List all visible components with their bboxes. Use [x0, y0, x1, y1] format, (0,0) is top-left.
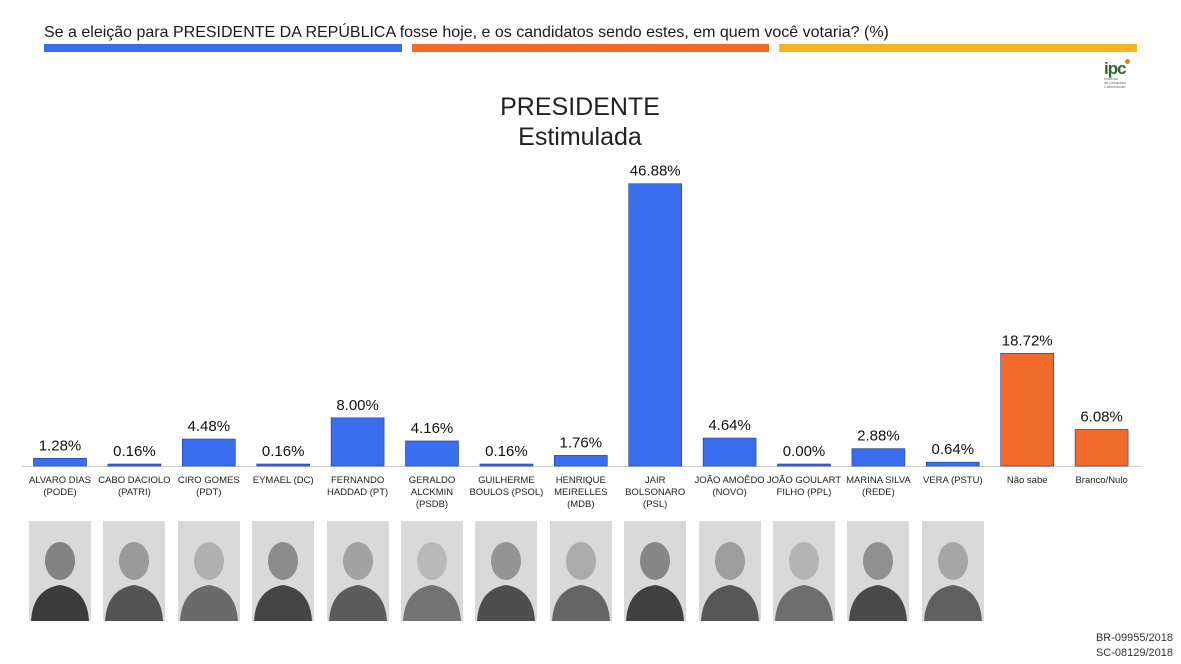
bar [33, 457, 87, 467]
data-label: 0.16% [485, 443, 528, 460]
stripe-blue [44, 44, 402, 52]
bar [628, 183, 683, 467]
data-label: 8.00% [336, 397, 379, 414]
bar [107, 463, 162, 467]
registration-code-sc: SC-08129/2018 [1095, 647, 1173, 659]
bar [479, 463, 534, 467]
candidate-photo [624, 521, 687, 621]
data-label: 0.16% [262, 443, 305, 460]
bar [256, 463, 311, 467]
stripe-orange [412, 44, 769, 52]
candidate-photo [549, 521, 612, 621]
category-label: EYMAEL (DC) [253, 475, 314, 486]
ipc-logo: ipc Instituto de pesquisa Catarinense [1104, 59, 1148, 94]
data-label: 0.00% [783, 443, 826, 460]
bar [330, 417, 385, 467]
bar [1074, 429, 1129, 467]
stripe-yellow [779, 44, 1137, 52]
candidate-photo [921, 521, 984, 621]
bar [925, 461, 980, 467]
bar [405, 440, 459, 467]
candidate-photo [475, 521, 538, 621]
data-label: 4.16% [411, 420, 454, 437]
candidate-photo [177, 521, 240, 621]
category-label: GUILHERME BOULOS (PSOL) [469, 475, 543, 498]
category-label: ALVARO DIAS (PODE) [29, 475, 91, 498]
candidate-photo [103, 521, 166, 621]
data-label: 1.28% [39, 437, 82, 454]
category-label: Não sabe [1007, 475, 1048, 486]
category-label: CABO DACIOLO (PATRI) [98, 475, 170, 498]
candidate-photo [326, 521, 389, 621]
candidate-photo [773, 521, 835, 621]
data-label: 18.72% [1002, 332, 1053, 349]
registration-code-br: BR-09955/2018 [1095, 632, 1173, 644]
category-label: JOÃO GOULART FILHO (PPL) [767, 475, 841, 498]
data-label: 6.08% [1080, 408, 1123, 425]
category-label: CIRO GOMES (PDT) [178, 475, 240, 498]
candidate-photo [401, 521, 463, 621]
bar [702, 437, 757, 467]
chart-title-block: PRESIDENTE Estimulada [480, 92, 680, 152]
data-label: 4.48% [188, 418, 231, 435]
category-label: Branco/Nulo [1075, 475, 1127, 486]
category-label: FERNANDO HADDAD (PT) [327, 475, 388, 498]
bar [553, 455, 608, 467]
question-text: Se a eleição para PRESIDENTE DA REPÚBLIC… [44, 24, 889, 41]
candidate-photo [698, 521, 761, 621]
data-label: 2.88% [857, 428, 900, 445]
chart-title: PRESIDENTE [500, 93, 660, 121]
candidate-photo [252, 521, 315, 621]
data-label: 1.76% [560, 434, 603, 451]
data-label: 46.88% [630, 163, 681, 180]
bar [1000, 352, 1055, 467]
candidate-photo [29, 521, 91, 621]
category-label: VERA (PSTU) [923, 475, 983, 486]
bar [182, 438, 236, 467]
category-label: JAIR BOLSONARO (PSL) [625, 475, 685, 510]
data-label: 0.64% [932, 441, 975, 458]
chart-subtitle: Estimulada [518, 123, 642, 151]
bar [777, 463, 831, 467]
candidate-photo [847, 521, 910, 621]
data-label: 0.16% [113, 443, 156, 460]
category-label: JOÃO AMOÊDO (NOVO) [694, 475, 764, 498]
bar [851, 448, 906, 467]
data-label: 4.64% [708, 417, 751, 434]
category-label: HENRIQUE MEIRELLES (MDB) [554, 475, 607, 510]
category-label: MARINA SILVA (REDE) [846, 475, 911, 498]
category-label: GERALDO ALCKMIN (PSDB) [409, 475, 455, 510]
